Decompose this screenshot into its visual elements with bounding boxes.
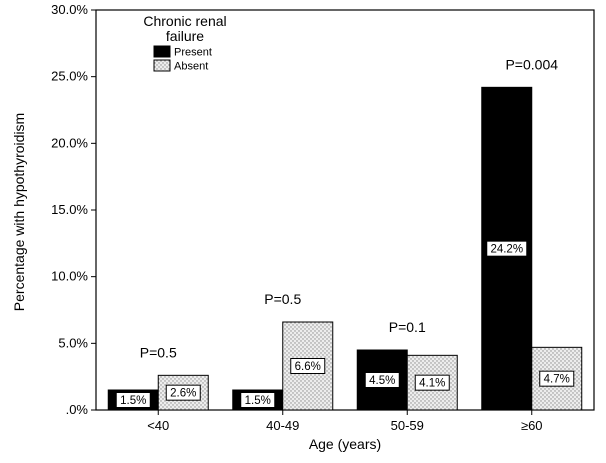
x-tick-label: <40	[147, 418, 169, 433]
data-label: 1.5%	[245, 395, 271, 407]
y-tick-label: 10.0%	[51, 269, 88, 284]
y-tick-label: .0%	[66, 402, 89, 417]
data-label-box	[290, 358, 326, 374]
legend-label-present: Present	[174, 47, 212, 59]
data-label-box	[115, 392, 151, 408]
y-tick-label: 30.0%	[51, 2, 88, 17]
legend-title: failure	[166, 28, 204, 44]
legend-swatch-absent	[153, 59, 171, 72]
y-tick-label: 5.0%	[58, 335, 88, 350]
data-label-box	[414, 374, 450, 391]
y-axis-label: Percentage with hypothyroidism	[11, 113, 27, 311]
y-tick-label: 25.0%	[51, 69, 88, 84]
legend-swatch-present	[153, 45, 171, 58]
data-label: 2.6%	[170, 388, 196, 400]
y-tick-label: 15.0%	[51, 202, 88, 217]
data-label: 4.5%	[369, 375, 395, 387]
p-value-label: P=0.1	[389, 319, 426, 335]
legend-title: Chronic renal	[143, 13, 226, 29]
data-label-box	[240, 392, 276, 408]
x-axis-label: Age (years)	[309, 436, 381, 452]
data-label: 1.5%	[120, 395, 146, 407]
data-label-box	[539, 370, 575, 387]
data-label: 6.6%	[295, 361, 321, 373]
x-tick-label: 40-49	[266, 418, 299, 433]
data-label-box	[364, 372, 400, 388]
data-label: 4.7%	[544, 374, 570, 386]
x-tick-label: 50-59	[391, 418, 424, 433]
y-tick-label: 20.0%	[51, 135, 88, 150]
legend-label-absent: Absent	[174, 61, 208, 73]
x-tick-label: ≥60	[521, 418, 543, 433]
data-label-box	[486, 240, 528, 257]
p-value-label: P=0.004	[505, 56, 558, 72]
data-label: 24.2%	[490, 244, 523, 256]
p-value-label: P=0.5	[140, 344, 177, 360]
p-value-label: P=0.5	[264, 291, 301, 307]
data-label-box	[165, 384, 201, 401]
data-label: 4.1%	[419, 378, 445, 390]
